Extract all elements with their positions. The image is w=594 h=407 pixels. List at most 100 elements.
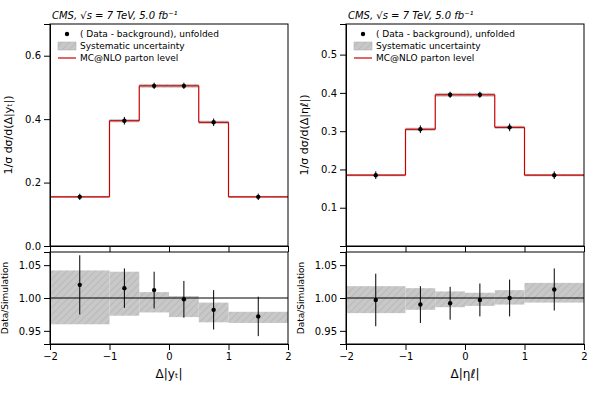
x-tick [229,246,230,252]
y-axis: 0.95 1.00 1.05 [19,253,51,345]
plot-frame [50,252,288,344]
y-tick-label: 1.05 [315,260,337,271]
data-point [211,120,215,124]
y-tick-label: 0.2 [321,164,337,175]
legend-label: ( Data - background), unfolded [80,29,219,39]
y-tick-mark [340,331,346,332]
x-tick: 1 [522,344,528,362]
y-tick: 0.95 [315,326,346,337]
x-tick-mark [229,246,230,252]
x-tick-mark [584,246,585,252]
ratio-panel: −2−10120.951.001.05Data/SimulationΔ|yₜ| [0,252,292,381]
data-point [478,93,482,97]
x-axis: −2 −1 0 1 2 [339,344,588,362]
x-tick-label: −2 [339,351,354,362]
y-tick-mark [44,246,50,247]
x-tick-mark [525,246,526,252]
uncertainty-band [406,128,436,131]
x-tick-mark [465,344,466,350]
y-tick: 0.6 [25,50,50,61]
x-axis [347,246,585,252]
data-point [552,173,556,177]
x-tick-mark [229,344,230,350]
x-tick: 0 [462,344,468,362]
data-point [78,195,82,199]
uncertainty-band [139,84,169,88]
x-axis: −2−1012 [43,344,292,362]
y-axis-title: Data/Simulation [296,262,306,334]
y-tick-label: 0.1 [321,202,337,213]
data-point [122,286,126,290]
data-point [552,287,556,291]
x-axis-line [347,247,585,253]
legend-item: Systematic uncertainty [58,41,185,51]
step-riser [405,129,406,175]
legend-symbol [354,42,372,50]
x-tick [525,246,526,252]
y-tick-label: 0.4 [321,88,337,99]
x-tick: −2 [43,344,58,362]
ratio-panel: −2 −1 0 1 2 0.951.001.05 Data/Simulation Δ|ηℓ| [296,252,588,381]
step-riser [198,86,199,122]
y-axis: 0.951.001.05 [315,253,347,345]
data-point [448,93,452,97]
data-point [374,173,378,177]
x-tick-mark [406,344,407,350]
y-tick-label: 0.95 [19,326,41,337]
data-point [374,298,378,302]
y-axis: 0.1 0.2 0.3 0.4 0.5 [321,25,346,247]
y-tick: 1.00 [19,293,50,304]
y-tick-mark [340,265,346,266]
y-tick-label: 1.00 [19,293,41,304]
y-tick-label: 0.5 [321,49,337,60]
data-point [152,288,156,292]
x-tick-label: 0 [166,351,172,362]
plot-marks [346,268,584,326]
y-tick: 0.0 [25,241,50,252]
data-point [211,308,215,312]
y-tick-mark [44,119,50,120]
legend-symbol [58,57,76,58]
uncertainty-band [199,121,229,124]
step-riser [494,95,495,128]
data-point [78,283,82,287]
legend-symbol [58,42,76,50]
step-riser [109,121,110,197]
y-axis-title: Data/Simulation [0,262,10,334]
x-tick-mark [169,246,170,252]
y-tick-label: 0.95 [315,326,337,337]
y-tick-label: 0.6 [25,50,41,61]
y-axis: 0.00.20.40.6 [25,25,50,252]
y-tick-label: 1.05 [19,260,41,271]
x-axis-title: Δ|ηℓ| [451,367,480,381]
x-tick: −1 [399,344,414,362]
step-riser [524,127,525,175]
legend-symbol [65,32,69,36]
x-tick-mark [525,344,526,350]
y-tick-mark [44,56,50,57]
y-tick: 0.5 [321,49,346,60]
data-point [418,127,422,131]
uncertainty-band [495,126,525,129]
x-tick [288,246,289,252]
x-tick: 2 [581,344,587,362]
x-tick: 0 [166,344,172,362]
legend-label: Systematic uncertainty [80,41,185,51]
x-tick [465,246,466,252]
legend-symbol [354,57,372,58]
legend-label: Systematic uncertainty [376,41,481,51]
step-riser [139,86,140,121]
step-riser [228,122,229,197]
data-point [478,298,482,302]
x-tick: 2 [285,344,291,362]
step-riser [435,95,436,129]
data-point [507,125,511,129]
legend: ( Data - background), unfolded Systematic… [58,29,219,63]
x-tick-label: −2 [43,351,58,362]
data-point [152,84,156,88]
x-tick-mark [584,344,585,350]
y-tick-mark [340,208,346,209]
x-tick [584,246,585,252]
y-tick-label: 0.3 [321,126,337,137]
y-tick: 1.05 [315,260,346,271]
